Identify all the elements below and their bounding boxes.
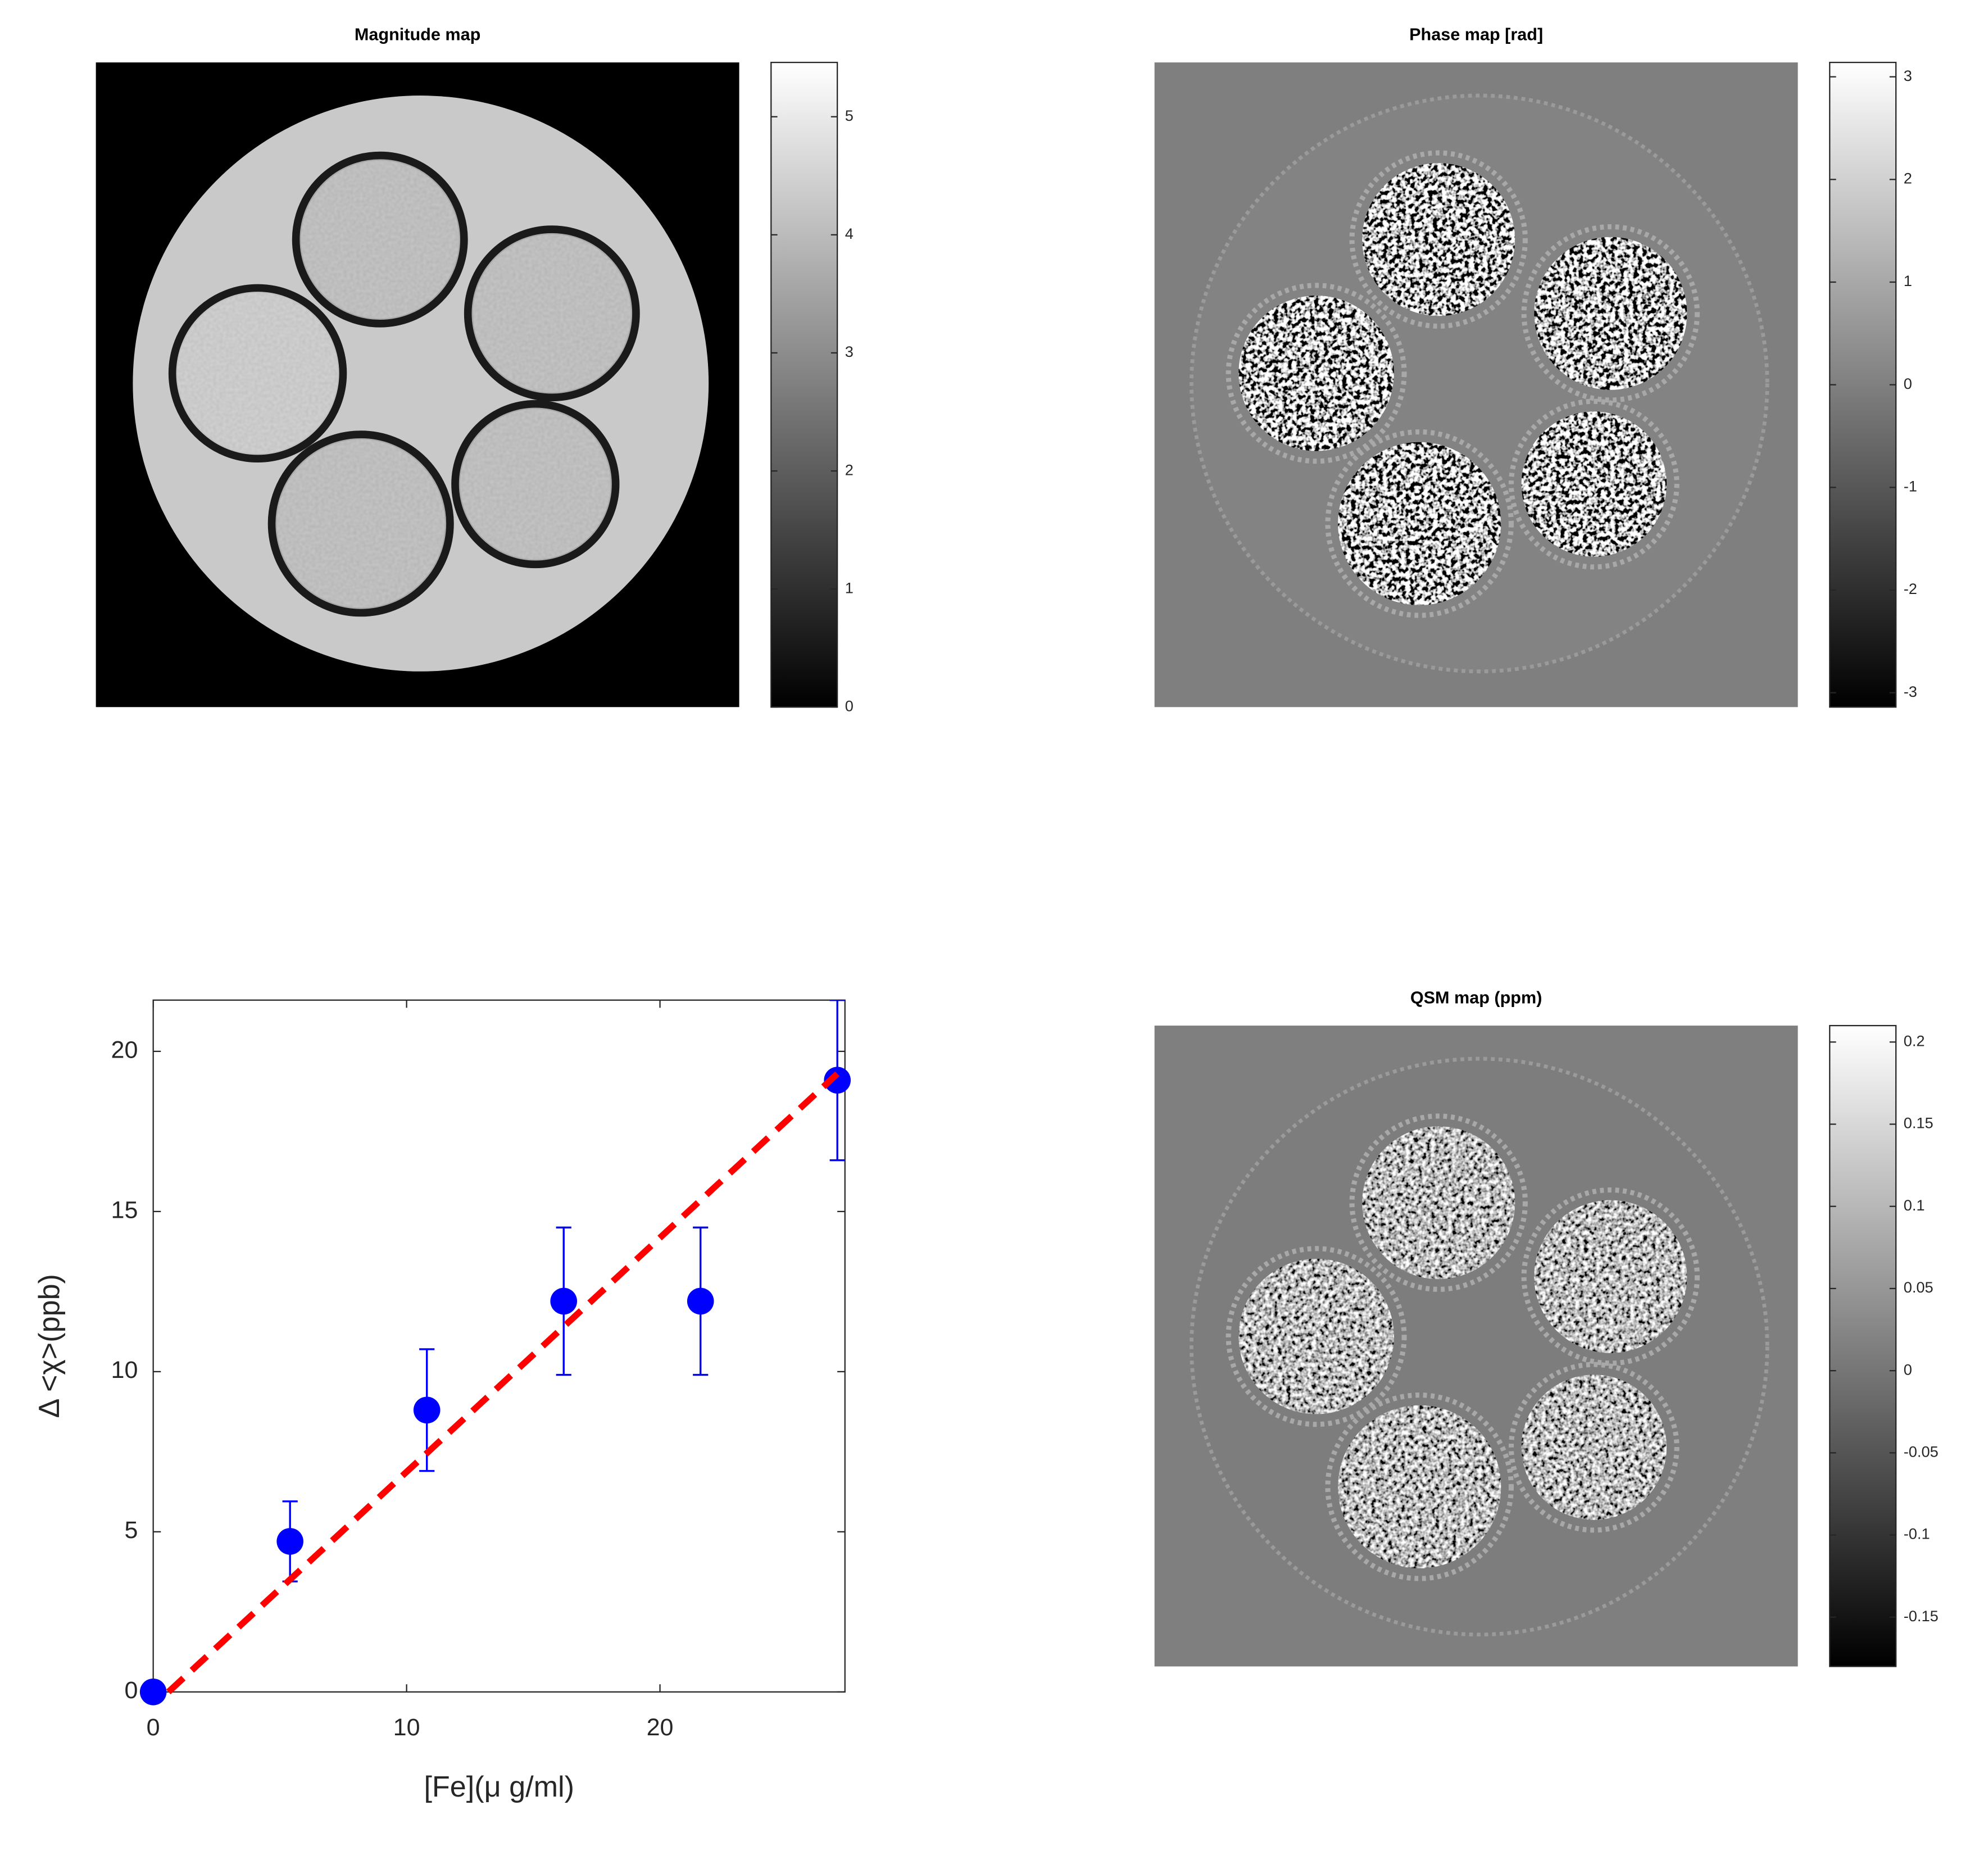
tube xyxy=(1238,1258,1394,1414)
point xyxy=(687,1287,714,1315)
image xyxy=(96,62,739,707)
colorbar-tick-label: 0 xyxy=(1904,375,1912,392)
colorbar-tick-label: 0 xyxy=(1904,1360,1912,1378)
point xyxy=(413,1396,441,1424)
point xyxy=(276,1528,303,1555)
tube-ring xyxy=(1349,1113,1528,1292)
colorbar-tick-label: -0.05 xyxy=(1904,1443,1939,1461)
colorbar-tick-label: 2 xyxy=(845,461,854,478)
colorbar-tick-label: 1 xyxy=(845,579,854,596)
tube-ring xyxy=(1521,224,1700,403)
colorbar-tick-label: 4 xyxy=(845,225,854,242)
tube xyxy=(1534,1200,1687,1353)
tube-texture xyxy=(276,439,445,608)
tube-ring xyxy=(1508,1362,1680,1533)
y-tick-label: 0 xyxy=(125,1677,138,1704)
colorbar xyxy=(770,61,838,708)
colorbar xyxy=(1829,1024,1897,1667)
y-axis-label: Δ <χ>(ppb) xyxy=(33,1274,66,1418)
colorbar-tick-label: -1 xyxy=(1904,478,1917,495)
colorbar-tick-label: 0.2 xyxy=(1904,1032,1925,1050)
tube-texture xyxy=(473,234,631,393)
colorbar-tick-label: 0.05 xyxy=(1904,1278,1933,1296)
tube xyxy=(1521,1375,1667,1520)
colorbar-tick-label: 1 xyxy=(1904,272,1912,289)
colorbar-tick-label: 0.1 xyxy=(1904,1196,1925,1214)
panel-title: Magnitude map xyxy=(355,25,480,44)
tube-ring xyxy=(1226,1246,1407,1427)
axes-box xyxy=(152,999,846,1693)
y-tick-label: 10 xyxy=(111,1357,138,1384)
tube-texture xyxy=(460,409,611,560)
colorbar-tick-label: 3 xyxy=(1904,67,1912,84)
tube-ring xyxy=(1521,1187,1700,1366)
image xyxy=(1154,62,1798,707)
tube xyxy=(1338,1405,1501,1568)
point xyxy=(550,1287,577,1315)
tube xyxy=(1362,163,1515,316)
tube xyxy=(1362,1126,1515,1280)
colorbar-tick-label: 5 xyxy=(845,107,854,124)
tube-texture xyxy=(301,160,459,319)
point xyxy=(139,1678,167,1706)
y-tick-label: 5 xyxy=(125,1517,138,1544)
panel-title: Phase map [rad] xyxy=(1409,25,1543,44)
tube xyxy=(1521,411,1667,557)
y-tick-label: 20 xyxy=(111,1036,138,1063)
colorbar-tick-label: 0 xyxy=(845,697,854,714)
colorbar-tick-label: 2 xyxy=(1904,170,1912,187)
colorbar xyxy=(1829,61,1897,708)
colorbar-tick-label: 3 xyxy=(845,343,854,360)
panel-title: QSM map (ppm) xyxy=(1410,988,1542,1008)
y-tick-label: 15 xyxy=(111,1196,138,1223)
x-axis-label: [Fe](μ g/ml) xyxy=(424,1771,574,1803)
tube xyxy=(1338,442,1501,605)
tube-ring xyxy=(1325,1393,1514,1581)
colorbar-tick-label: -2 xyxy=(1904,580,1917,597)
tube-ring xyxy=(1508,398,1680,570)
tube-texture xyxy=(177,293,338,454)
tube-ring xyxy=(1325,429,1514,618)
fit-line xyxy=(166,1071,840,1694)
point xyxy=(824,1067,851,1094)
x-tick-label: 20 xyxy=(647,1714,674,1741)
x-tick-label: 10 xyxy=(393,1714,420,1741)
tube xyxy=(1534,237,1687,390)
image xyxy=(1154,1026,1798,1667)
tube-ring xyxy=(1226,283,1407,464)
colorbar-tick-label: -0.1 xyxy=(1904,1525,1930,1543)
x-tick-label: 0 xyxy=(147,1714,160,1741)
colorbar-tick-label: -3 xyxy=(1904,683,1917,700)
colorbar-tick-label: 0.15 xyxy=(1904,1114,1933,1132)
tube-ring xyxy=(1349,150,1528,329)
tube xyxy=(1238,295,1394,451)
colorbar-tick-label: -0.15 xyxy=(1904,1607,1939,1625)
